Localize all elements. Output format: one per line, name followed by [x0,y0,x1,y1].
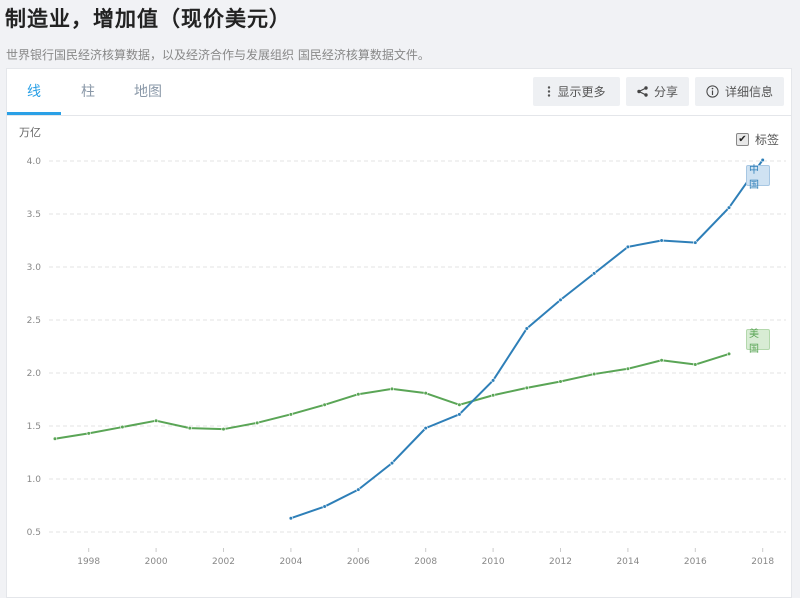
vertical-ellipsis-icon [548,86,551,97]
data-point[interactable] [693,240,698,245]
data-point[interactable] [659,358,664,363]
data-point[interactable] [154,418,159,423]
data-point[interactable] [288,412,294,417]
x-tick-label: 2004 [279,557,302,567]
x-tick-label: 2002 [212,557,235,567]
data-point[interactable] [558,297,563,302]
data-point[interactable] [356,392,361,397]
data-point[interactable] [625,366,631,371]
data-point[interactable] [86,431,91,436]
tab-bar[interactable]: 柱 [81,84,95,100]
show-more-label: 显示更多 [557,85,606,99]
data-point[interactable] [457,412,462,417]
x-tick-label: 2014 [616,557,639,567]
show-more-button[interactable]: 显示更多 [533,77,620,106]
data-point[interactable] [491,378,496,383]
data-point[interactable] [120,424,125,430]
active-tab-indicator [7,112,61,115]
x-tick-label: 2012 [549,557,572,567]
data-point[interactable] [389,386,395,392]
x-tick-label: 2016 [684,557,707,567]
x-tick-label: 2008 [414,557,437,567]
details-button[interactable]: 详细信息 [695,77,784,106]
share-button[interactable]: 分享 [626,77,689,106]
data-point[interactable] [659,238,664,243]
info-circle-icon [706,85,719,98]
data-point[interactable] [52,436,58,441]
x-tick-label: 2010 [482,557,505,567]
data-point[interactable] [255,420,260,425]
view-tabs: 线 柱 地图 显示更多 分享 详细信息 [7,69,791,116]
data-point[interactable] [625,244,631,249]
data-point[interactable] [288,516,294,521]
details-label: 详细信息 [724,85,773,99]
page-title: 制造业，增加值（现价美元） [5,7,291,31]
data-point[interactable] [322,504,327,509]
series-usa [52,351,732,441]
labels-toggle-label: 标签 [755,133,780,147]
series-china [288,157,765,521]
data-point[interactable] [322,402,327,407]
tab-line[interactable]: 线 [27,84,41,100]
y-axis-unit: 万亿 [19,126,41,139]
usa-series-label: 美国 [746,329,770,355]
china-series-label: 中国 [746,165,770,191]
y-tick-label: 4.0 [27,157,42,167]
share-label: 分享 [653,85,678,99]
x-tick-label: 2000 [145,557,168,567]
share-icon [637,86,648,97]
data-point[interactable] [592,371,597,377]
data-point[interactable] [760,157,765,163]
x-tick-label: 2006 [347,557,370,567]
x-tick-label: 2018 [751,557,774,567]
data-point[interactable] [187,426,192,431]
data-point[interactable] [423,391,428,396]
tab-map[interactable]: 地图 [134,84,162,100]
y-axis-labels: 0.5 1.0 1.5 2.0 2.5 3.0 3.5 4.0 [27,157,42,538]
data-point[interactable] [389,461,395,466]
x-axis: 1998 2000 2002 2004 2006 2008 2010 2012 2014 2016… [77,548,774,567]
x-tick-label: 1998 [77,557,100,567]
line-chart: 0.5 1.0 1.5 2.0 2.5 3.0 3.5 4.0 1998 2000 2002 200… [27,157,786,567]
y-tick-label: 1.5 [27,422,41,432]
chart-card: 线 柱 地图 显示更多 分享 详细信息 ✔ [6,68,792,598]
source-note: 世界银行国民经济核算数据，以及经济合作与发展组织 国民经济核算数据文件。 [6,48,430,62]
data-point[interactable] [356,487,361,492]
y-tick-label: 1.0 [27,475,42,485]
data-point[interactable] [592,271,597,276]
data-point[interactable] [221,427,226,432]
y-tick-label: 3.5 [27,210,41,220]
y-tick-label: 2.5 [27,316,41,326]
labels-toggle[interactable]: ✔ 标签 [736,131,779,148]
y-tick-label: 0.5 [27,528,41,538]
gridlines [49,160,786,533]
data-point[interactable] [726,205,732,210]
data-point[interactable] [491,393,496,398]
y-tick-label: 3.0 [27,263,42,273]
data-point[interactable] [524,385,529,390]
data-point[interactable] [457,402,462,407]
data-point[interactable] [726,351,732,357]
data-point[interactable] [558,379,563,384]
y-tick-label: 2.0 [27,369,42,379]
labels-checkbox[interactable]: ✔ [736,133,749,146]
data-point[interactable] [423,426,428,431]
data-point[interactable] [524,326,529,331]
data-point[interactable] [693,362,698,367]
